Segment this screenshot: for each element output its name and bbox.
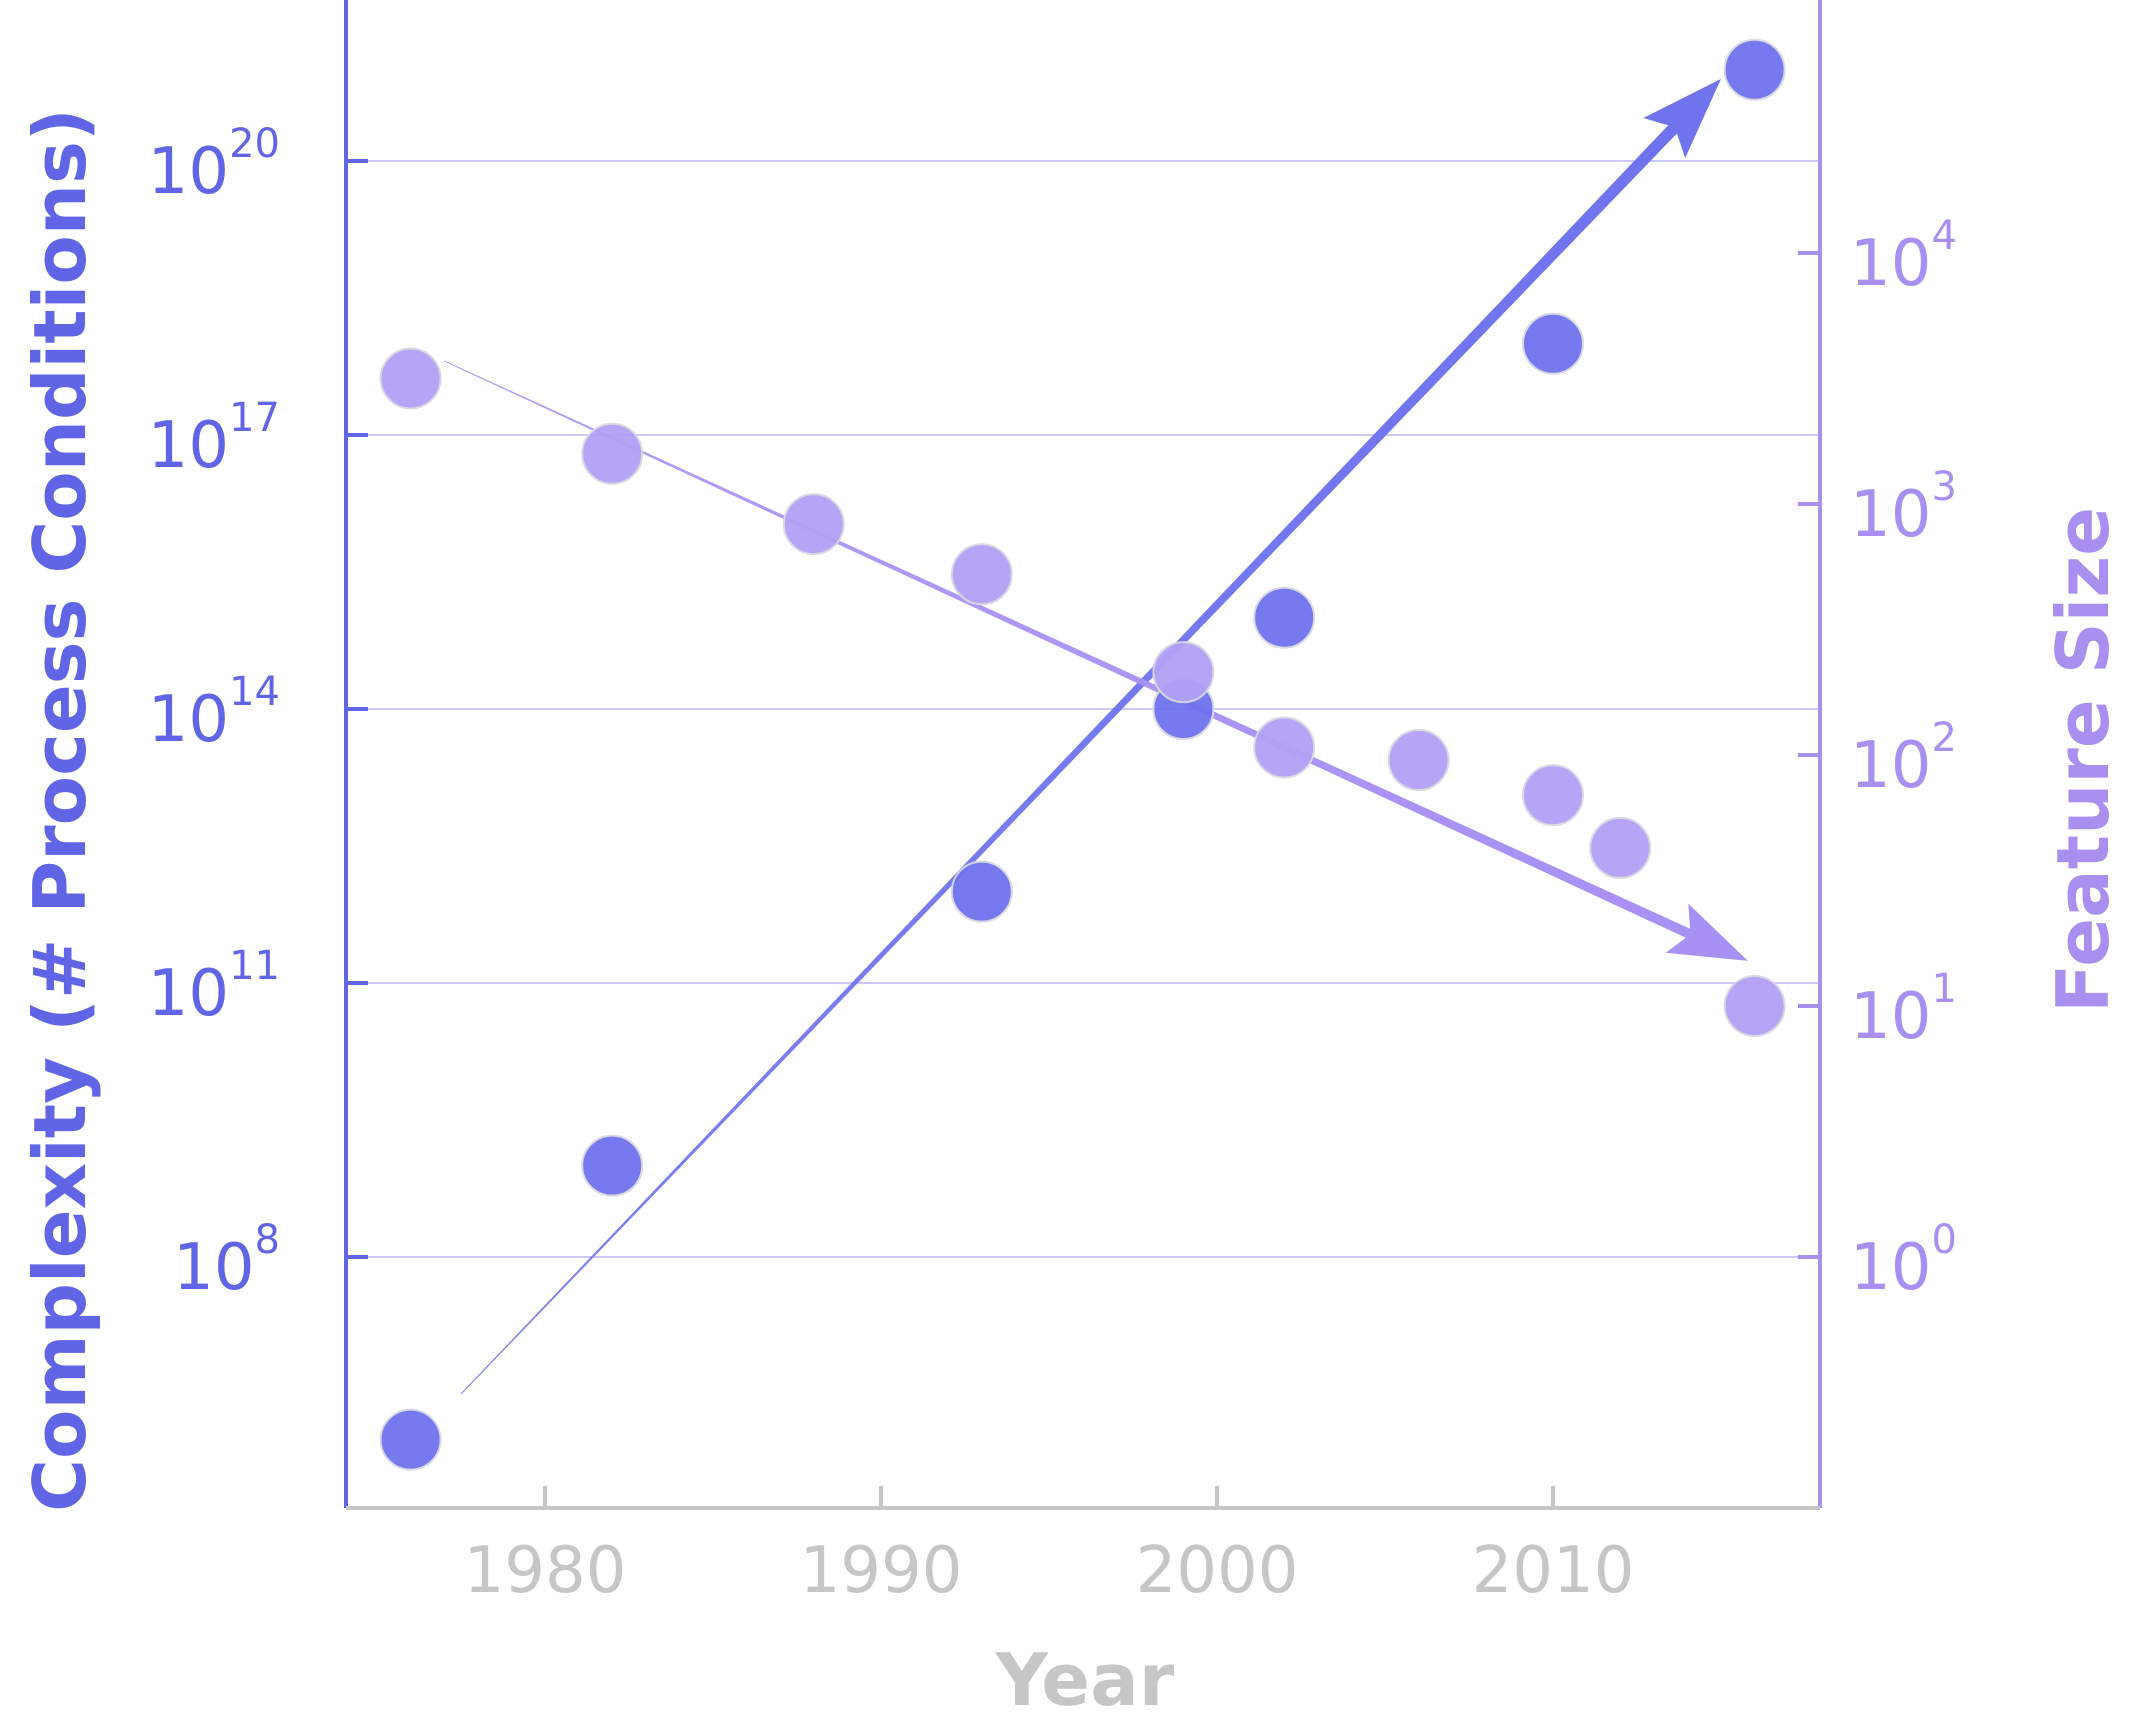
feature-size-point-1976 — [379, 347, 442, 410]
y-left-tick-label-8: 108 — [173, 1217, 280, 1305]
feature-size-point-2010 — [1522, 764, 1584, 827]
y-right-tick-label-0: 100 — [1850, 1217, 1957, 1305]
feature-size-point-1988 — [782, 493, 845, 556]
trend-arrows — [443, 78, 1748, 1395]
feature-size-point-2012 — [1589, 816, 1652, 879]
grid-lines — [346, 160, 1820, 1258]
y-left-tick-label-20: 1020 — [148, 121, 280, 209]
y-axis-left-title: Complexity (# Process Conditions) — [18, 108, 102, 1512]
feature-size-trend-arrow — [443, 360, 1748, 961]
complexity-point-1982 — [581, 1134, 644, 1197]
y-left-tick-exponent: 14 — [229, 669, 280, 715]
complexity-point-2002 — [1253, 586, 1316, 649]
complexity-point-1976 — [379, 1408, 442, 1471]
y-right-tick-exponent: 0 — [1931, 1217, 1956, 1263]
feature-size-point-1982 — [581, 422, 644, 485]
y-right-tick-exponent: 4 — [1931, 213, 1956, 259]
x-tick-label-1980: 1980 — [464, 1534, 627, 1608]
feature-size-point-2006 — [1387, 729, 1450, 792]
x-tick-label-2000: 2000 — [1136, 1534, 1299, 1608]
feature-size-point-1993 — [950, 543, 1013, 606]
complexity-trend-arrow — [460, 78, 1722, 1395]
x-tick-label-2010: 2010 — [1472, 1534, 1635, 1608]
data-points — [379, 38, 1786, 1471]
feature-size-point-1999 — [1152, 641, 1215, 704]
y-right-tick-exponent: 2 — [1931, 715, 1956, 761]
complexity-point-2016 — [1723, 38, 1786, 101]
complexity-point-2010 — [1522, 312, 1584, 375]
complexity-point-1993 — [950, 860, 1013, 923]
y-left-tick-exponent: 17 — [229, 395, 280, 441]
y-right-tick-exponent: 1 — [1931, 966, 1956, 1012]
x-tick-label-1990: 1990 — [800, 1534, 963, 1608]
x-axis-title: Year — [995, 1638, 1175, 1722]
y-right-tick-label-4: 104 — [1850, 213, 1957, 301]
y-right-tick-label-3: 103 — [1850, 464, 1957, 552]
feature-size-point-2002 — [1253, 716, 1316, 779]
y-left-tick-label-11: 1011 — [148, 943, 280, 1031]
y-right-tick-exponent: 3 — [1931, 464, 1956, 510]
y-left-tick-exponent: 11 — [229, 943, 280, 989]
y-left-tick-label-14: 1014 — [148, 669, 280, 757]
y-right-tick-label-1: 101 — [1850, 966, 1957, 1054]
y-right-tick-label-2: 102 — [1850, 715, 1957, 803]
y-left-tick-exponent: 20 — [229, 121, 280, 167]
y-axis-right-title: Feature Size — [2041, 507, 2125, 1013]
feature-size-point-2016 — [1723, 975, 1786, 1037]
y-left-tick-label-17: 1017 — [148, 395, 280, 483]
y-left-tick-exponent: 8 — [255, 1217, 280, 1263]
axes — [344, 0, 1822, 1510]
